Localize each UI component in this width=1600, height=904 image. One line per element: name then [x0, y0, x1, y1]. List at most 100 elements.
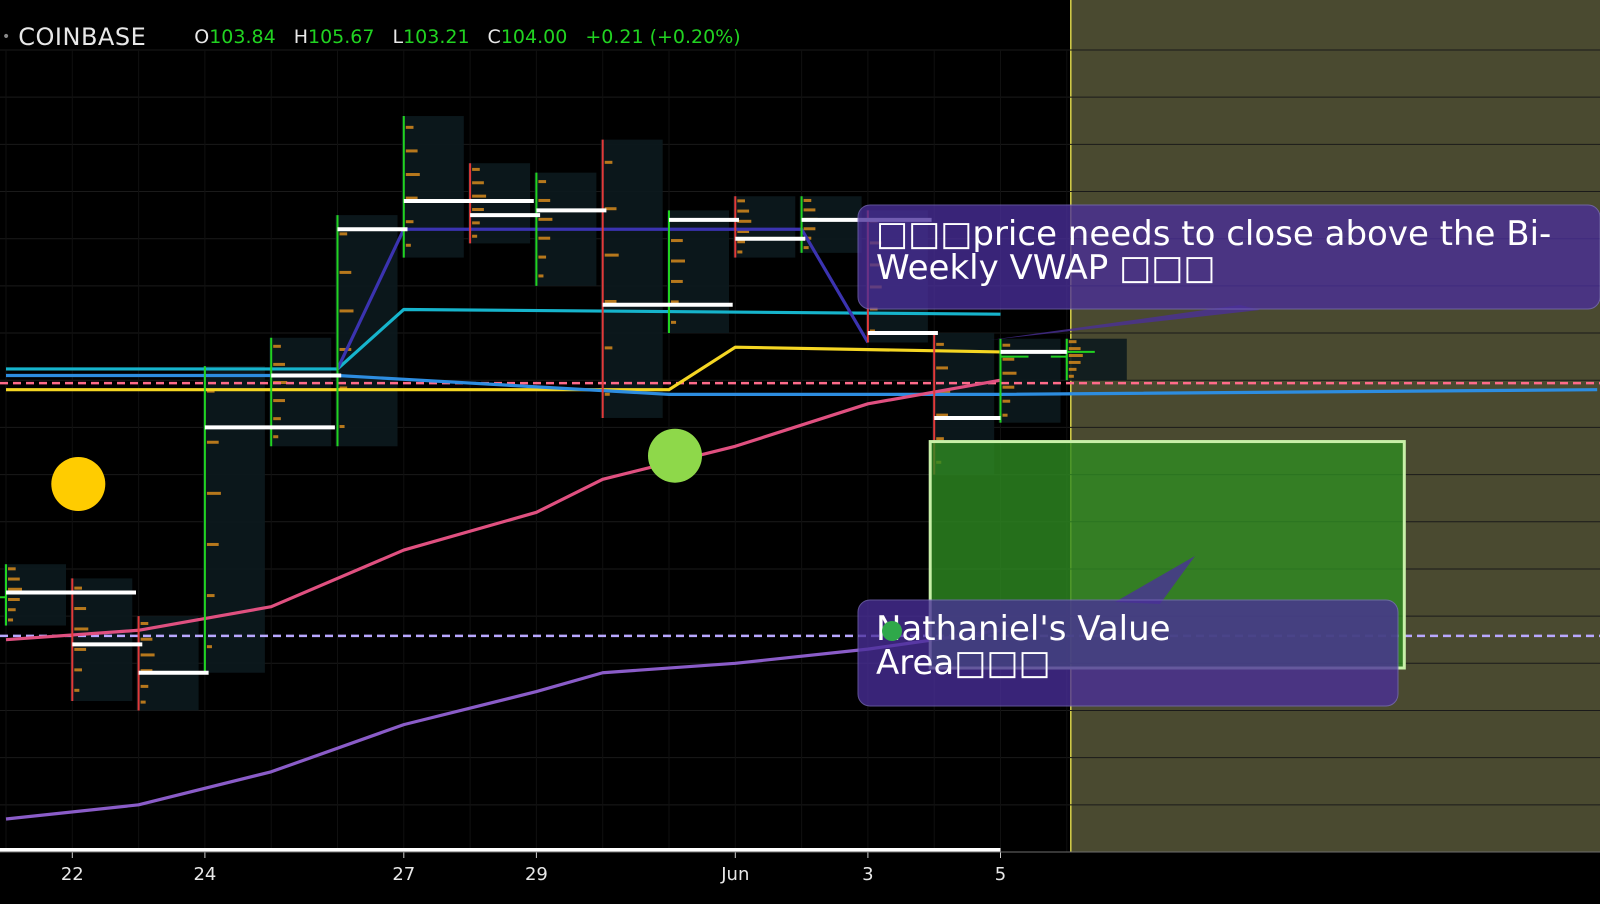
volume-profile-bar	[8, 608, 16, 612]
volume-profile-bar	[1002, 357, 1015, 361]
volume-profile-box	[600, 139, 663, 418]
volume-profile-bar	[671, 259, 685, 263]
volume-profile-bar	[538, 274, 544, 278]
volume-profile-bar	[206, 542, 219, 546]
volume-profile-bar	[803, 208, 816, 212]
volume-profile-bar	[472, 181, 484, 185]
volume-profile-bar	[405, 149, 418, 153]
volume-profile-bar	[1002, 343, 1011, 347]
volume-profile-bar	[604, 160, 613, 164]
volume-profile-bar	[671, 279, 683, 283]
x-tick-label: 5	[995, 864, 1006, 885]
volume-profile-bar	[339, 232, 348, 236]
series-line	[6, 373, 1598, 396]
callout-bottom-box	[857, 599, 1399, 707]
volume-profile-bar	[604, 346, 613, 350]
exchange-name: COINBASE	[18, 23, 147, 51]
callout-top-text: Weekly VWAP □□□	[876, 248, 1216, 288]
volume-profile-bar	[140, 653, 155, 657]
volume-profile-bar	[405, 125, 414, 129]
volume-profile-box	[269, 337, 332, 447]
volume-profile-bar	[206, 491, 221, 495]
volume-profile-bar	[405, 196, 418, 200]
volume-profile-bar	[74, 668, 82, 672]
x-tick-label: 22	[61, 864, 84, 885]
volume-profile-bar	[936, 437, 944, 441]
volume-profile-bar	[803, 246, 809, 250]
volume-profile-bar	[472, 234, 478, 238]
volume-profile-bar	[140, 637, 153, 641]
marker-circle	[51, 457, 106, 512]
callout-bottom-text: Area□□□	[876, 643, 1051, 683]
volume-profile-bar	[604, 253, 619, 257]
series-line	[5, 628, 1001, 821]
future-zone	[1070, 0, 1600, 852]
volume-profile-bar	[604, 300, 617, 304]
volume-profile-bar	[339, 425, 345, 429]
low-label: L	[392, 26, 404, 48]
callout-bottom-pointer	[1115, 556, 1195, 604]
close-label: C	[487, 26, 501, 48]
volume-profile-bar	[140, 700, 146, 704]
volume-profile-bar	[405, 173, 420, 177]
volume-profile-bar	[273, 417, 281, 421]
volume-profile-bar	[405, 220, 414, 224]
volume-profile-bar	[1002, 385, 1015, 389]
volume-profile-bar	[472, 167, 480, 171]
callout-top-text: □□□price needs to close above the Bi-	[876, 214, 1551, 254]
marker-circle	[648, 428, 702, 483]
volume-profile-bar	[140, 621, 149, 625]
volume-profile-bar	[8, 577, 20, 581]
volume-profile-bar	[737, 209, 750, 213]
volume-profile-bar	[74, 607, 87, 611]
volume-profile-box	[401, 116, 464, 258]
volume-profile-box	[468, 163, 531, 244]
callout-top: □□□price needs to close above the Bi-Wee…	[857, 204, 1600, 340]
volume-profile-box	[4, 564, 66, 626]
volume-profile-box	[70, 578, 133, 702]
volume-profile-bar	[273, 362, 285, 366]
volume-profile-bar	[936, 413, 948, 417]
volume-profile-bar	[74, 688, 80, 692]
volume-profile-bar	[140, 684, 149, 688]
volume-profile-bar	[737, 250, 743, 254]
volume-profile-bar	[273, 435, 279, 439]
money-bag-icon	[882, 621, 902, 641]
volume-profile-bar	[8, 597, 20, 601]
volume-profile-bar	[671, 300, 679, 304]
volume-profile-bar	[405, 243, 411, 247]
volume-profile-bar	[1068, 360, 1081, 364]
volume-profile-bar	[671, 320, 677, 324]
volume-profile-bar	[140, 669, 153, 673]
volume-profile-bar	[671, 239, 683, 243]
volume-profile-bar	[538, 180, 547, 184]
volume-profile-bar	[8, 618, 14, 622]
open-label: O	[194, 26, 210, 48]
x-tick-label: 27	[392, 864, 415, 885]
volume-profile-bar	[273, 344, 281, 348]
volume-profile-bar	[206, 440, 219, 444]
volume-profile-box	[1064, 338, 1127, 381]
x-tick-label: 29	[525, 864, 548, 885]
volume-profile-bar	[206, 645, 212, 649]
callout-top-box	[857, 204, 1600, 310]
volume-profile-bar	[8, 567, 16, 571]
open-value: 103.84	[209, 26, 276, 48]
volume-profile-bar	[206, 594, 215, 598]
volume-profile-bar	[339, 309, 354, 313]
volume-profile-box	[733, 196, 796, 258]
volume-profile-bar	[936, 366, 948, 370]
volume-profile-bar	[538, 236, 551, 240]
volume-profile-bar	[803, 227, 816, 231]
volume-profile-box	[136, 616, 199, 711]
volume-profile-bar	[1068, 367, 1077, 371]
volume-profile-bar	[339, 386, 348, 390]
volume-profile-bar	[604, 392, 610, 396]
volume-profile-bar	[538, 198, 551, 202]
volume-profile-bar	[737, 219, 752, 223]
x-tick-label: 24	[193, 864, 216, 885]
volume-profile-bar	[737, 230, 750, 234]
volume-profile-bar	[1068, 340, 1077, 344]
